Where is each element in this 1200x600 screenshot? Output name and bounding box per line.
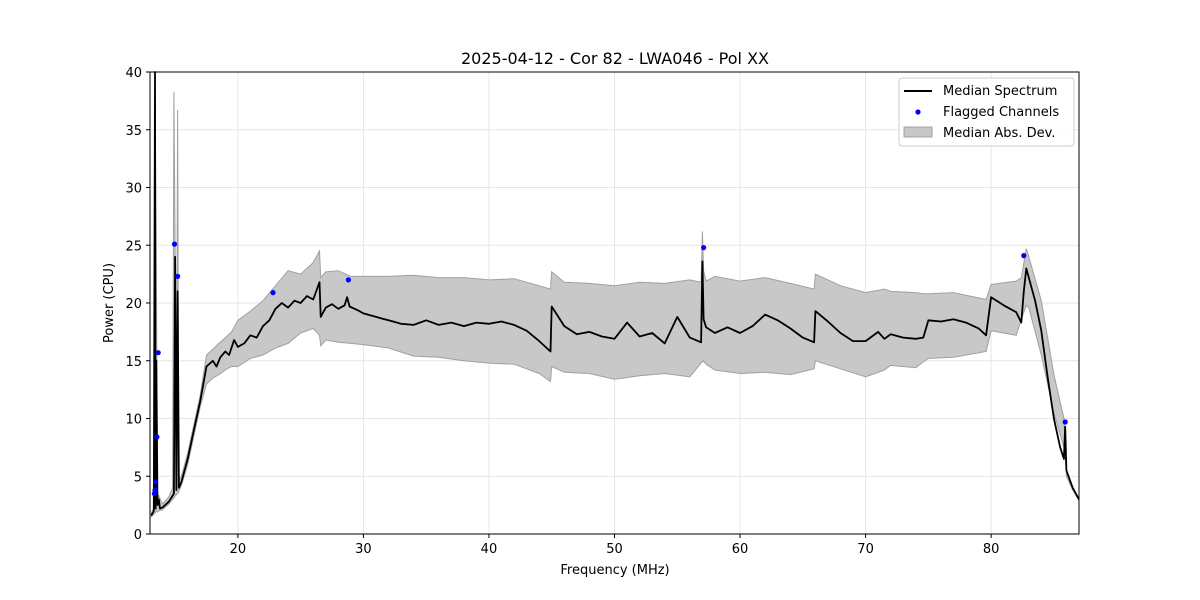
flagged-channel-point [1062, 419, 1068, 425]
x-tick-label: 60 [732, 542, 749, 557]
legend-mad-label: Median Abs. Dev. [943, 126, 1055, 141]
y-tick-label: 20 [125, 297, 142, 312]
x-tick-label: 30 [355, 542, 372, 557]
flagged-channel-point [1021, 253, 1027, 259]
flagged-channel-point [175, 273, 181, 279]
flagged-channel-point [153, 479, 159, 485]
legend-box [898, 77, 1075, 147]
x-axis: 20 30 40 50 60 70 80 [230, 534, 1000, 557]
y-tick-label: 30 [125, 182, 142, 197]
y-tick-label: 40 [125, 66, 142, 81]
legend-mad-swatch [903, 126, 933, 138]
flagged-channel-point [154, 434, 160, 440]
median-spectrum-line [150, 71, 1080, 516]
x-tick-label: 50 [606, 542, 623, 557]
y-tick-label: 25 [125, 239, 142, 254]
flagged-layer [151, 241, 1068, 497]
y-tick-label: 5 [134, 470, 142, 485]
legend-flagged-swatch [915, 109, 921, 115]
x-tick-label: 70 [857, 542, 874, 557]
chart-title: 2025-04-12 - Cor 82 - LWA046 - Pol XX [461, 49, 769, 68]
y-tick-label: 35 [125, 124, 142, 139]
flagged-channel-point [155, 350, 161, 356]
median-layer [150, 71, 1080, 516]
flagged-channel-point [270, 290, 276, 296]
flagged-channel-point [701, 245, 707, 251]
y-tick-label: 10 [125, 413, 142, 428]
flagged-channel-point [345, 277, 351, 283]
flagged-channel-point [171, 241, 178, 247]
y-axis: 0 5 10 15 20 25 30 35 40 [125, 66, 150, 543]
flagged-channel-point [152, 487, 158, 493]
legend-flagged-label: Flagged Channels [943, 105, 1059, 120]
x-axis-label: Frequency (MHz) [560, 563, 669, 578]
x-tick-label: 80 [983, 542, 1000, 557]
y-tick-label: 0 [134, 528, 142, 543]
legend-median-label: Median Spectrum [943, 84, 1057, 99]
y-axis-label: Power (CPU) [102, 263, 117, 343]
x-tick-label: 20 [230, 542, 247, 557]
x-tick-label: 40 [481, 542, 498, 557]
y-tick-label: 15 [125, 355, 142, 370]
legend: Median Spectrum Flagged Channels Median … [898, 77, 1075, 147]
